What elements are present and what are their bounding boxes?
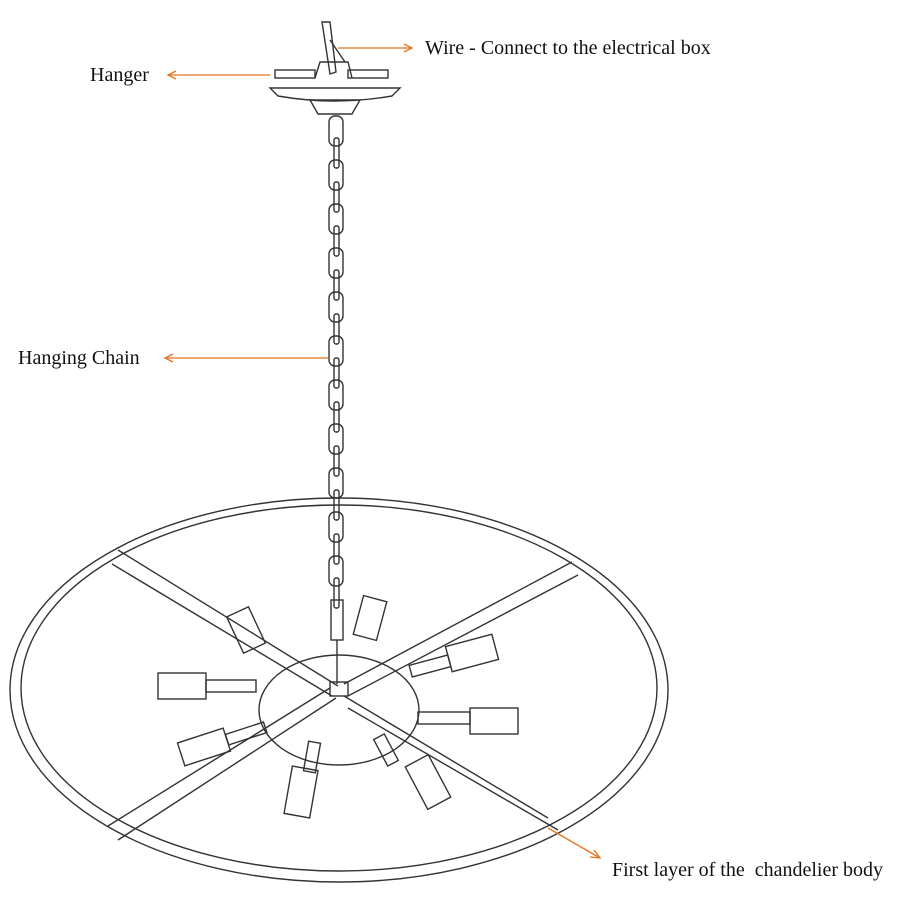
- chain-link: [328, 203, 344, 235]
- chain-link: [333, 445, 340, 477]
- socket-arm: [408, 654, 452, 678]
- chain-link: [333, 533, 340, 565]
- chain-link: [333, 181, 340, 213]
- socket-arm: [205, 679, 257, 693]
- chain-link: [333, 225, 340, 257]
- callout-label: Hanger: [90, 64, 149, 86]
- chain-link: [328, 247, 344, 279]
- arm: [343, 561, 579, 697]
- socket: [225, 605, 267, 655]
- arrow-head: [589, 849, 602, 859]
- socket: [469, 707, 519, 735]
- callout-label: Wire - Connect to the electrical box: [425, 37, 711, 59]
- chandelier-body: [9, 497, 669, 883]
- arm: [107, 687, 337, 841]
- chain-link: [333, 357, 340, 389]
- arm: [343, 695, 559, 831]
- callout-label: Hanging Chain: [18, 347, 140, 369]
- arm: [111, 549, 339, 697]
- socket: [283, 765, 319, 819]
- socket-arm: [302, 740, 322, 774]
- inner-ring: [20, 504, 658, 872]
- outer-ring: [9, 497, 669, 883]
- chain-link: [328, 291, 344, 323]
- arrow: [547, 827, 601, 859]
- chain-link: [333, 269, 340, 301]
- canopy-neck: [308, 99, 362, 115]
- socket-arm: [224, 721, 268, 746]
- arrow-head: [163, 353, 174, 363]
- chain-link: [328, 379, 344, 411]
- socket: [352, 594, 388, 642]
- arrow-head: [166, 70, 177, 80]
- chain-link: [328, 423, 344, 455]
- chain-connector: [330, 599, 344, 641]
- chain-link: [328, 467, 344, 499]
- chain-link: [328, 115, 344, 147]
- hanger-right: [347, 69, 389, 79]
- wire-end: [329, 39, 346, 63]
- wire: [321, 21, 337, 75]
- chain-link: [328, 335, 344, 367]
- chain-link: [328, 555, 344, 587]
- chain-link: [328, 511, 344, 543]
- chain-link: [328, 159, 344, 191]
- socket: [404, 753, 452, 811]
- socket-arm: [372, 732, 400, 768]
- hanger-mid: [314, 61, 353, 79]
- chain-link: [333, 313, 340, 345]
- canopy-plate: [268, 87, 402, 102]
- arrow-head: [403, 43, 414, 53]
- socket: [157, 672, 207, 700]
- hub-disc: [258, 654, 420, 766]
- hanger-left: [274, 69, 316, 79]
- callout-label: First layer of the chandelier body: [612, 859, 883, 881]
- callout-arrows: [163, 43, 602, 859]
- chain-link: [333, 577, 340, 609]
- socket-arm: [417, 711, 471, 725]
- socket: [176, 727, 232, 767]
- canopy: [268, 21, 402, 115]
- sockets: [157, 594, 519, 819]
- chain-link: [333, 401, 340, 433]
- chain: [328, 115, 344, 684]
- chain-link: [333, 137, 340, 169]
- hub: [329, 681, 349, 697]
